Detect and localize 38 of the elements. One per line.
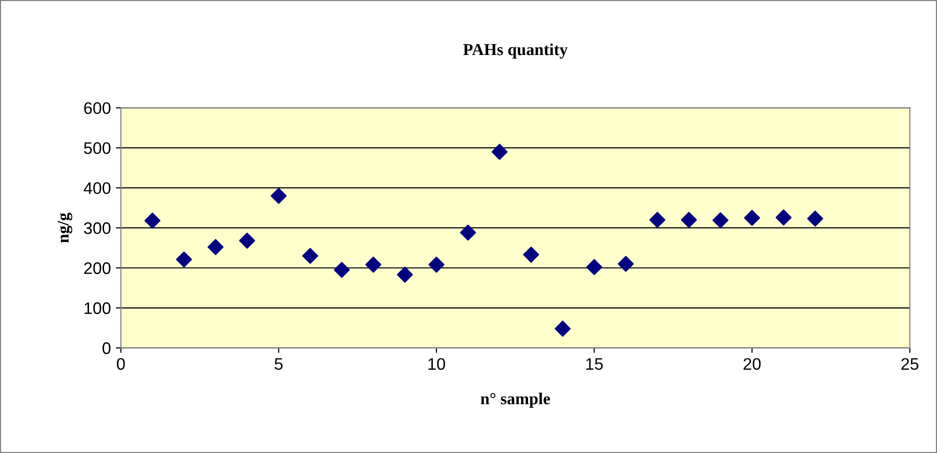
point	[712, 212, 728, 228]
point	[302, 248, 318, 264]
point	[680, 212, 697, 228]
x-tick-label: 5	[274, 358, 283, 370]
point	[744, 210, 760, 226]
x-tick-label: 0	[116, 358, 125, 370]
point	[144, 212, 160, 229]
point	[208, 239, 224, 256]
y-tick-label: 0	[102, 342, 110, 354]
point	[586, 259, 602, 276]
point	[428, 256, 444, 273]
x-tick-label: 25	[901, 358, 918, 370]
y-tick-label: 300	[84, 222, 110, 234]
point	[334, 262, 350, 278]
y-axis-title: ng/g	[58, 212, 72, 243]
x-tick-label: 15	[586, 358, 603, 370]
point	[554, 320, 571, 337]
y-tick-label: 600	[84, 102, 110, 114]
point	[807, 210, 824, 227]
point	[365, 256, 382, 273]
x-axis-title: n° sample	[480, 392, 550, 408]
point	[396, 266, 413, 283]
point	[270, 188, 287, 204]
x-tick-label: 10	[428, 358, 446, 370]
point	[523, 246, 540, 263]
y-tick-label: 200	[84, 262, 110, 274]
y-tick-label: 400	[84, 182, 110, 194]
chart-title: PAHs quantity	[463, 43, 568, 59]
y-tick-label: 500	[84, 142, 110, 154]
point	[776, 209, 792, 226]
point	[176, 251, 192, 268]
point	[649, 212, 666, 228]
point	[618, 256, 634, 272]
point	[460, 224, 476, 241]
point	[239, 232, 256, 249]
point	[492, 144, 508, 160]
y-tick-label: 100	[84, 302, 110, 314]
x-tick-label: 20	[744, 358, 761, 370]
